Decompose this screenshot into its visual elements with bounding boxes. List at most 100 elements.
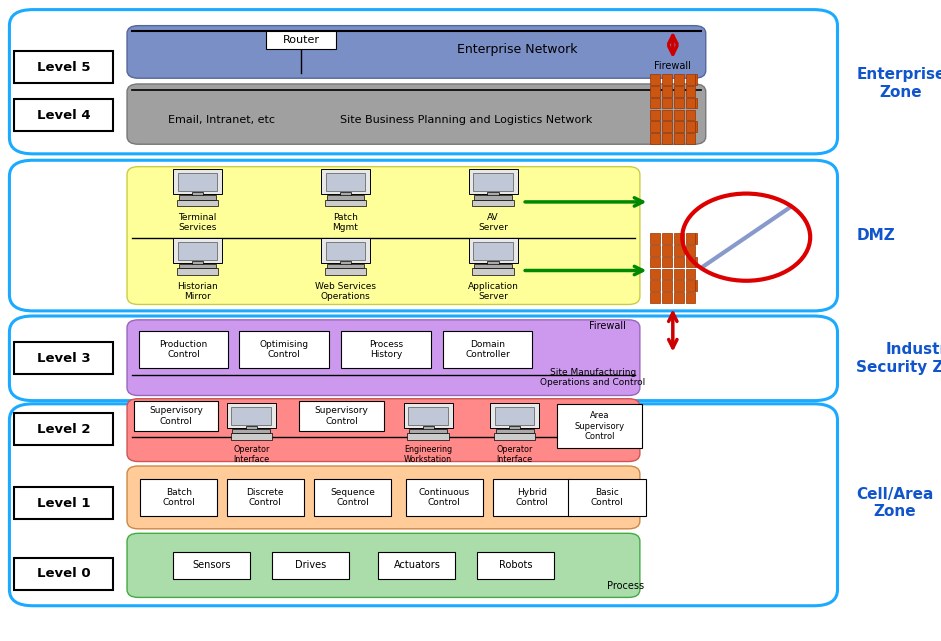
Bar — [477, 552, 554, 579]
Text: Sequence
Control: Sequence Control — [330, 488, 375, 507]
Bar — [685, 280, 695, 291]
Text: Hybrid
Control: Hybrid Control — [516, 488, 548, 507]
Bar — [326, 173, 365, 191]
Bar — [473, 242, 513, 260]
Text: Robots: Robots — [499, 560, 533, 570]
Text: Application
Server: Application Server — [468, 282, 518, 301]
Bar — [487, 192, 499, 196]
Bar — [557, 404, 642, 448]
Bar — [685, 245, 695, 256]
Text: Drives: Drives — [295, 560, 327, 570]
Bar — [509, 426, 520, 430]
Bar — [443, 331, 533, 368]
Bar — [179, 264, 216, 269]
Text: Level 5: Level 5 — [37, 61, 90, 74]
Bar — [469, 169, 518, 194]
Bar — [314, 479, 391, 516]
Bar — [192, 261, 203, 265]
Bar — [341, 331, 431, 368]
Bar — [650, 233, 660, 244]
Text: AV
Server: AV Server — [478, 213, 508, 233]
Bar — [14, 413, 113, 445]
Bar — [662, 269, 672, 279]
Bar — [493, 479, 570, 516]
Bar — [321, 238, 370, 263]
Bar — [227, 479, 304, 516]
Bar — [685, 110, 695, 120]
Text: Supervisory
Control: Supervisory Control — [149, 406, 203, 426]
Bar — [472, 199, 514, 206]
Bar — [695, 257, 697, 267]
Bar — [232, 429, 270, 433]
Bar — [674, 133, 683, 144]
Bar — [340, 192, 351, 196]
Text: Level 0: Level 0 — [37, 567, 90, 580]
Bar — [650, 98, 660, 108]
Bar — [173, 169, 222, 194]
Bar — [140, 479, 217, 516]
Bar — [662, 110, 672, 120]
Text: Historian
Mirror: Historian Mirror — [177, 282, 218, 301]
Text: Optimising
Control: Optimising Control — [260, 340, 309, 359]
Bar — [179, 195, 216, 199]
Bar — [325, 269, 366, 275]
Bar — [423, 426, 434, 430]
FancyBboxPatch shape — [127, 320, 640, 395]
Bar — [272, 552, 349, 579]
Bar — [685, 233, 695, 244]
Bar — [173, 238, 222, 263]
FancyBboxPatch shape — [127, 399, 640, 462]
Bar — [473, 173, 513, 191]
FancyBboxPatch shape — [9, 404, 837, 606]
FancyBboxPatch shape — [9, 160, 837, 311]
Bar — [134, 401, 218, 431]
Bar — [568, 479, 646, 516]
Bar — [246, 426, 257, 430]
Bar — [662, 98, 672, 108]
Bar — [662, 245, 672, 256]
Bar — [496, 429, 534, 433]
Bar — [469, 238, 518, 263]
Text: Process: Process — [607, 581, 645, 591]
Bar — [695, 121, 697, 132]
Bar — [14, 51, 113, 83]
Bar — [695, 74, 697, 85]
Bar — [177, 199, 218, 206]
Bar — [674, 86, 683, 97]
Bar — [326, 242, 365, 260]
Text: Discrete
Control: Discrete Control — [247, 488, 284, 507]
Text: Industrial
Security Zone(s): Industrial Security Zone(s) — [856, 342, 941, 374]
Bar — [239, 331, 329, 368]
Bar — [685, 269, 695, 279]
Text: Enterprise Network: Enterprise Network — [457, 43, 578, 56]
Text: Patch
Mgmt: Patch Mgmt — [332, 213, 359, 233]
Text: Domain
Controller: Domain Controller — [465, 340, 510, 359]
Bar — [327, 195, 364, 199]
Bar — [685, 74, 695, 85]
Bar — [494, 433, 535, 440]
Text: Basic
Control: Basic Control — [591, 488, 623, 507]
Bar — [650, 133, 660, 144]
FancyBboxPatch shape — [9, 10, 837, 154]
Bar — [14, 99, 113, 131]
Bar — [408, 407, 448, 425]
Text: Level 4: Level 4 — [37, 109, 90, 122]
Text: Process
History: Process History — [369, 340, 403, 359]
Bar — [407, 433, 449, 440]
Text: Level 3: Level 3 — [37, 352, 90, 365]
Text: Enterprise
Zone: Enterprise Zone — [856, 67, 941, 99]
Bar — [266, 31, 337, 49]
Text: Area
Supervisory
Control: Area Supervisory Control — [574, 412, 625, 441]
Text: Batch
Control: Batch Control — [163, 488, 195, 507]
Text: Cell/Area
Zone: Cell/Area Zone — [856, 487, 933, 519]
Text: Continuous
Control: Continuous Control — [419, 488, 470, 507]
Bar — [685, 98, 695, 108]
Bar — [173, 552, 250, 579]
Bar — [650, 121, 660, 132]
Bar — [674, 245, 683, 256]
Text: Site Business Planning and Logistics Network: Site Business Planning and Logistics Net… — [340, 115, 592, 125]
Text: Router: Router — [282, 35, 320, 46]
Bar — [472, 269, 514, 275]
Bar — [662, 74, 672, 85]
Bar — [650, 292, 660, 303]
